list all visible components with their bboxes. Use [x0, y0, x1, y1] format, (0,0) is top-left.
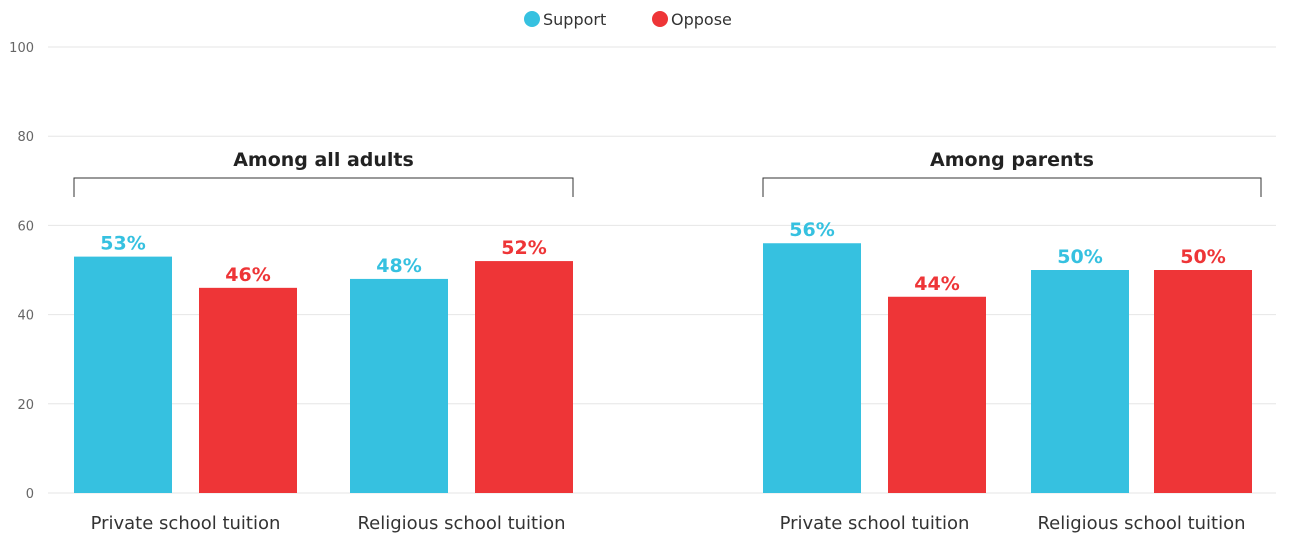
bar-oppose [888, 296, 986, 493]
x-category-label: Religious school tuition [357, 513, 565, 533]
y-tick-label: 60 [17, 219, 34, 234]
group-bracket [73, 177, 574, 197]
y-tick-label: 20 [17, 398, 34, 413]
legend: Support Oppose [524, 10, 732, 29]
group-bracket [762, 177, 1262, 197]
data-label-support: 53% [100, 233, 145, 255]
bar-oppose [199, 287, 297, 493]
x-category-label: Private school tuition [780, 513, 970, 533]
data-label-oppose: 52% [501, 237, 546, 259]
chart-groups: Among all adults 53% 46% Private school tui… [73, 149, 1262, 533]
bar-support [1031, 270, 1129, 493]
y-tick-label: 40 [17, 309, 34, 324]
data-label-support: 56% [789, 219, 834, 241]
data-label-oppose: 46% [225, 264, 270, 286]
data-label-support: 50% [1057, 246, 1102, 268]
y-tick-label: 80 [17, 130, 34, 145]
group-title: Among all adults [233, 149, 414, 171]
data-label-oppose: 44% [914, 273, 959, 295]
y-tick-label: 0 [26, 487, 34, 502]
legend-marker-support [524, 11, 540, 27]
data-label-support: 48% [376, 255, 421, 277]
bar-support [763, 243, 861, 493]
data-label-oppose: 50% [1180, 246, 1225, 268]
bar-support [350, 278, 448, 493]
y-axis: 0 20 40 60 80 100 [9, 41, 34, 502]
legend-label-oppose: Oppose [671, 10, 732, 29]
bar-support [74, 256, 172, 493]
x-category-label: Private school tuition [91, 513, 281, 533]
x-category-label: Religious school tuition [1037, 513, 1245, 533]
group-1: Among all adults 53% 46% Private school tui… [73, 149, 574, 533]
legend-label-support: Support [543, 10, 606, 29]
bar-oppose [1154, 270, 1252, 493]
group-title: Among parents [930, 149, 1094, 171]
bar-oppose [475, 261, 573, 493]
group-2: Among parents 56% 44% Private school tuitio… [762, 149, 1262, 533]
y-tick-label: 100 [9, 41, 34, 56]
legend-marker-oppose [652, 11, 668, 27]
